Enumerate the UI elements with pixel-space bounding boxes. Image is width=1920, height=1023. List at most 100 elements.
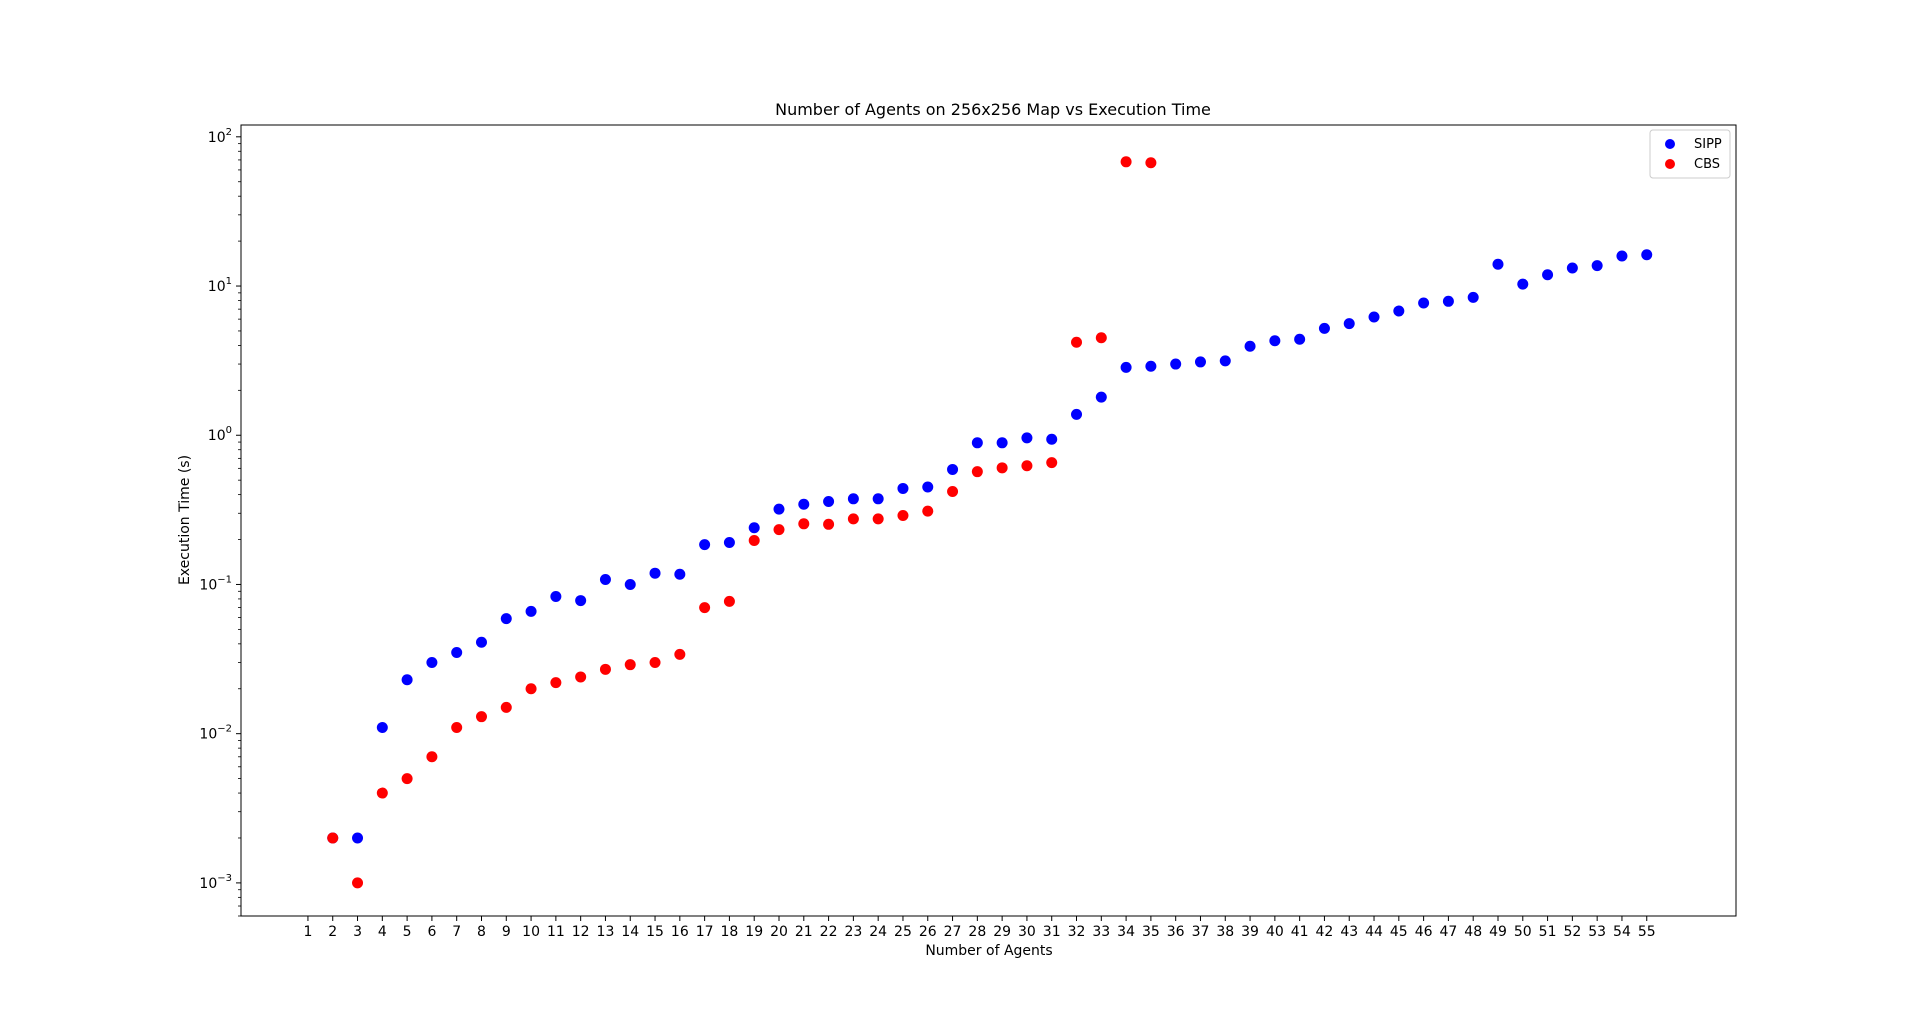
x-tick-label: 38: [1216, 924, 1234, 940]
sipp-point: [575, 595, 587, 607]
sipp-point: [1095, 391, 1107, 403]
sipp-point: [1368, 311, 1380, 323]
x-tick-label: 52: [1563, 924, 1581, 940]
x-tick-label: 47: [1439, 924, 1457, 940]
sipp-point: [723, 537, 735, 549]
x-tick-label: 11: [547, 924, 565, 940]
sipp-point: [674, 568, 686, 580]
cbs-point: [971, 466, 983, 478]
sipp-point: [798, 498, 810, 510]
sipp-point: [897, 482, 909, 494]
y-tick-label: 10−1: [199, 574, 232, 593]
chart-title: Number of Agents on 256x256 Map vs Execu…: [775, 100, 1211, 119]
sipp-point: [1442, 295, 1454, 307]
sipp-point: [1467, 291, 1479, 303]
sipp-point: [1120, 361, 1132, 373]
x-tick-label: 36: [1167, 924, 1185, 940]
sipp-point: [823, 495, 835, 507]
x-tick-label: 25: [894, 924, 912, 940]
sipp-point: [1616, 250, 1628, 262]
sipp-point: [401, 674, 413, 686]
x-tick-label: 10: [522, 924, 540, 940]
sipp-point: [1269, 335, 1281, 347]
cbs-point: [897, 509, 909, 521]
x-tick-label: 33: [1092, 924, 1110, 940]
x-tick-label: 43: [1340, 924, 1358, 940]
x-tick-label: 19: [745, 924, 763, 940]
x-tick-label: 22: [820, 924, 838, 940]
sipp-point: [1566, 262, 1578, 274]
x-tick-label: 27: [944, 924, 962, 940]
cbs-point: [1120, 156, 1132, 168]
x-axis-label: Number of Agents: [925, 943, 1052, 959]
x-tick-label: 2: [328, 924, 337, 940]
x-tick-label: 23: [844, 924, 862, 940]
x-tick-label: 15: [646, 924, 664, 940]
sipp-point: [1591, 260, 1603, 272]
cbs-point: [525, 683, 537, 695]
axes-frame: [240, 124, 1737, 917]
cbs-point: [996, 462, 1008, 474]
cbs-point: [699, 602, 711, 614]
x-tick-label: 51: [1539, 924, 1557, 940]
sipp-point: [1046, 433, 1058, 445]
x-tick-label: 41: [1291, 924, 1309, 940]
sipp-point: [1294, 333, 1306, 345]
sipp-point: [996, 437, 1008, 449]
sipp-point: [1492, 258, 1504, 270]
x-tick-label: 54: [1613, 924, 1631, 940]
cbs-point: [475, 711, 487, 723]
cbs-point: [798, 518, 810, 530]
x-tick-label: 3: [353, 924, 362, 940]
cbs-point: [649, 656, 661, 668]
cbs-point: [872, 513, 884, 525]
cbs-point: [401, 773, 413, 785]
cbs-point: [947, 485, 959, 497]
x-tick-label: 44: [1365, 924, 1383, 940]
cbs-point: [674, 648, 686, 660]
y-tick-label: 10−2: [199, 724, 232, 743]
cbs-point: [451, 722, 463, 734]
sipp-point: [1318, 322, 1330, 334]
sipp-point: [1170, 358, 1182, 370]
sipp-point: [599, 573, 611, 585]
cbs-point: [1095, 332, 1107, 344]
cbs-point: [376, 787, 388, 799]
sipp-point: [525, 605, 537, 617]
x-tick-label: 55: [1638, 924, 1656, 940]
sipp-point: [1194, 356, 1206, 368]
cbs-point: [500, 701, 512, 713]
y-tick-label: 100: [208, 425, 232, 444]
y-tick-label: 101: [208, 276, 232, 295]
cbs-point: [922, 505, 934, 517]
sipp-point: [475, 636, 487, 648]
x-tick-label: 53: [1588, 924, 1606, 940]
cbs-point: [847, 513, 859, 525]
x-tick-label: 42: [1316, 924, 1334, 940]
sipp-point: [971, 437, 983, 449]
sipp-point: [500, 613, 512, 625]
sipp-point: [1219, 355, 1231, 367]
x-tick-label: 28: [968, 924, 986, 940]
sipp-point: [376, 722, 388, 734]
cbs-point: [624, 659, 636, 671]
sipp-point: [649, 567, 661, 579]
sipp-point: [748, 522, 760, 534]
cbs-point: [1046, 457, 1058, 469]
x-tick-label: 35: [1142, 924, 1160, 940]
sipp-point: [773, 503, 785, 515]
x-axis: 1 2 3 4 5 6 7 8 9 10 11 12 13 14 15 16 17 18 19 20 21 22 23 24 2…: [303, 916, 1656, 940]
x-tick-label: 17: [696, 924, 714, 940]
legend-label-sipp: SIPP: [1694, 137, 1722, 152]
cbs-point: [550, 677, 562, 689]
cbs-point: [1071, 336, 1083, 348]
x-tick-label: 6: [427, 924, 436, 940]
sipp-point: [1244, 340, 1256, 352]
sipp-point: [1021, 432, 1033, 444]
x-tick-label: 46: [1415, 924, 1433, 940]
x-tick-label: 40: [1266, 924, 1284, 940]
x-tick-label: 29: [993, 924, 1011, 940]
sipp-point: [847, 493, 859, 505]
